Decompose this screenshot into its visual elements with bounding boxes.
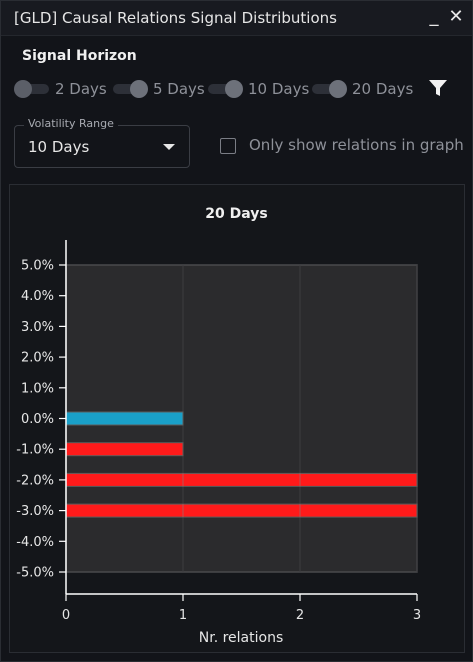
bar--3.0% (65, 503, 418, 518)
chart-title: 20 Days (205, 206, 268, 222)
toggle-label: 5 Days (153, 80, 205, 98)
minimize-button[interactable]: _ (429, 6, 439, 27)
toggle-track (14, 80, 49, 98)
toggle-track (113, 80, 148, 98)
toggle-5-days[interactable]: 5 Days (113, 79, 205, 99)
filter-icon[interactable] (428, 78, 448, 98)
signal-horizon-title: Signal Horizon (22, 48, 137, 64)
x-axis-label: Nr. relations (199, 630, 284, 646)
x-tick-label: 2 (296, 608, 304, 623)
y-tick-label: 4.0% (21, 289, 54, 304)
x-tick-label: 1 (179, 608, 187, 623)
y-tick-label: 3.0% (21, 320, 54, 335)
volatility-range-label: Volatility Range (24, 117, 118, 130)
toggle-2-days[interactable]: 2 Days (14, 79, 107, 99)
toggle-knob (225, 80, 243, 98)
bar--2.0% (65, 472, 418, 487)
y-tick-label: -1.0% (16, 443, 54, 458)
y-tick-label: -5.0% (16, 566, 54, 581)
y-tick-label: 5.0% (21, 259, 54, 274)
toggle-knob (329, 80, 347, 98)
toggle-label: 20 Days (352, 80, 414, 98)
x-tick-label: 0 (62, 608, 70, 623)
bar-0.0% (65, 411, 184, 426)
volatility-range-value: 10 Days (28, 138, 90, 156)
y-tick-label: 1.0% (21, 381, 54, 396)
toggle-track (208, 80, 243, 98)
title-bar[interactable]: [GLD] Causal Relations Signal Distributi… (1, 1, 472, 36)
only-graph-label: Only show relations in graph (249, 136, 464, 154)
bar--1.0% (65, 442, 184, 457)
y-tick-label: -3.0% (16, 504, 54, 519)
chevron-down-icon (163, 144, 175, 150)
toggle-knob (130, 80, 148, 98)
y-tick-label: -4.0% (16, 535, 54, 550)
y-tick-label: 0.0% (21, 412, 54, 427)
close-button[interactable]: ✕ (448, 6, 464, 27)
toggle-20-days[interactable]: 20 Days (312, 79, 413, 99)
toggle-track (312, 80, 347, 98)
window-title: [GLD] Causal Relations Signal Distributi… (14, 9, 337, 27)
toggle-label: 2 Days (55, 80, 107, 98)
toggle-10-days[interactable]: 10 Days (208, 79, 309, 99)
only-graph-checkbox[interactable] (220, 138, 236, 154)
y-tick-label: 2.0% (21, 351, 54, 366)
x-tick-label: 3 (413, 608, 421, 623)
volatility-range-select[interactable]: Volatility Range 10 Days (14, 117, 190, 168)
toggle-knob (14, 80, 32, 98)
y-tick-label: -2.0% (16, 473, 54, 488)
toggle-label: 10 Days (248, 80, 310, 98)
